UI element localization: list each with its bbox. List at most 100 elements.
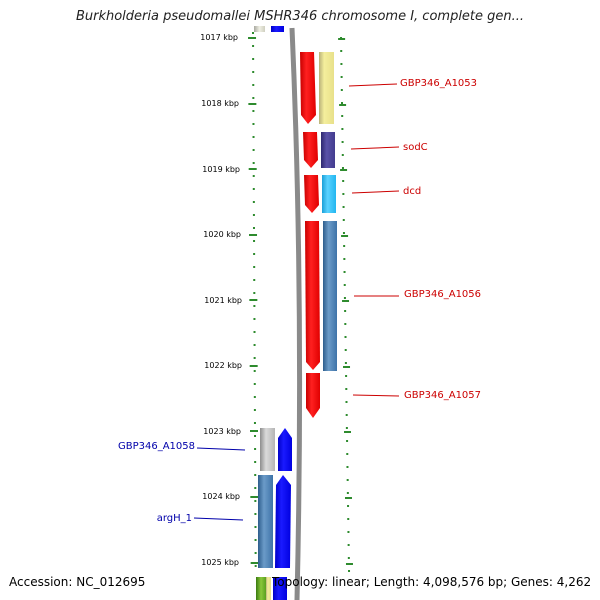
ruler-tick: [253, 253, 256, 255]
ruler-tick: [342, 206, 345, 208]
ruler-tick: [343, 258, 346, 260]
ruler-tick: [253, 331, 256, 333]
ruler-tick: [253, 318, 256, 320]
gene-arrow-argH_1: [275, 475, 291, 568]
ruler-tick: [344, 362, 347, 364]
ruler-tick: [340, 169, 348, 171]
ruler-tick: [249, 365, 258, 367]
ruler-tick: [253, 396, 256, 398]
gene-label-GBP346_A1053[interactable]: GBP346_A1053: [400, 78, 477, 89]
ruler-tick: [248, 103, 257, 105]
ruler-tick: [252, 188, 255, 190]
ruler-tick: [254, 552, 257, 554]
ruler-label: 1022 kbp: [204, 361, 242, 370]
ruler-tick: [343, 297, 346, 299]
ruler-tick: [340, 63, 343, 65]
gene-label-GBP346_A1056[interactable]: GBP346_A1056: [404, 289, 481, 300]
ruler-tick: [252, 97, 255, 99]
ruler: [248, 32, 353, 572]
ruler-label: 1023 kbp: [203, 427, 241, 436]
ruler-label: 1024 kbp: [202, 492, 240, 501]
ruler-tick: [252, 136, 255, 138]
ruler-tick: [345, 401, 348, 403]
feature-bottom-green: [256, 577, 266, 600]
gene-arrow-GBP346_A1053: [300, 52, 316, 124]
ruler-tick: [344, 431, 351, 433]
ruler-tick: [347, 557, 350, 559]
ruler-tick: [341, 128, 344, 130]
ruler-label: 1025 kbp: [201, 558, 239, 567]
ruler-tick: [342, 232, 345, 234]
ruler-tick: [253, 383, 256, 385]
ruler-tick: [252, 175, 255, 177]
gene-arrow-dcd: [304, 175, 319, 213]
ruler-tick: [343, 366, 351, 368]
ruler-tick: [248, 37, 257, 39]
gene-arrow-GBP346_A1056: [305, 221, 320, 370]
ruler-tick: [342, 219, 345, 221]
ruler-tick: [254, 435, 257, 437]
ruler-tick: [253, 409, 256, 411]
gene-label-leaders: [193, 83, 400, 521]
ruler-tick: [343, 271, 346, 273]
ruler-tick: [341, 235, 349, 237]
ruler-tick: [348, 570, 351, 572]
ruler-tick: [344, 323, 347, 325]
map-title: Burkholderia pseudomallei MSHR346 chromo…: [75, 9, 525, 24]
ruler-tick: [250, 430, 258, 432]
ruler-tick: [253, 240, 256, 242]
ruler-tick: [252, 214, 255, 216]
feature-bottom-yellow: [266, 577, 271, 600]
ruler-tick: [252, 32, 255, 34]
ruler-tick: [252, 58, 255, 60]
ruler-tick: [254, 474, 257, 476]
ruler-tick: [347, 544, 350, 546]
feature-bottom-blue: [273, 577, 287, 600]
ruler-label: 1018 kbp: [201, 99, 239, 108]
gene-arrow-GBP346_A1058: [278, 428, 292, 471]
ruler-tick: [344, 497, 352, 499]
gene-category-GBP346_A1058: [260, 428, 275, 471]
gene-category-GBP346_A1053: [319, 52, 334, 124]
ruler-tick: [252, 162, 255, 164]
sequence-backbone: [289, 27, 303, 600]
gene-arrow-GBP346_A1057: [306, 373, 320, 418]
ruler-tick: [252, 123, 255, 125]
ruler-tick: [343, 284, 346, 286]
ruler-tick: [249, 234, 258, 236]
ruler-tick: [341, 102, 344, 104]
gene-label-dcd[interactable]: dcd: [403, 186, 421, 197]
ruler-tick: [253, 370, 256, 372]
ruler-tick: [253, 357, 256, 359]
feature-top-pale: [254, 26, 265, 32]
gene-label-argH_1[interactable]: argH_1: [157, 513, 192, 524]
gene-label-sodC[interactable]: sodC: [403, 142, 428, 153]
ruler-tick: [343, 245, 346, 247]
ruler-label: 1017 kbp: [200, 33, 238, 42]
ruler-tick: [254, 513, 257, 515]
ruler-label: 1021 kbp: [204, 296, 242, 305]
ruler-tick: [346, 466, 349, 468]
ruler-tick: [345, 375, 348, 377]
ruler-tick: [347, 518, 350, 520]
ruler-tick: [341, 154, 344, 156]
ruler-tick: [253, 266, 256, 268]
ruler-tick: [340, 50, 343, 52]
ruler-tick: [345, 427, 348, 429]
gene-category-GBP346_A1056: [323, 221, 337, 371]
gene-label-GBP346_A1057[interactable]: GBP346_A1057: [404, 390, 481, 401]
gene-arrow-sodC: [303, 132, 318, 168]
ruler-tick: [346, 479, 349, 481]
ruler-tick: [252, 227, 255, 229]
ruler-tick: [340, 89, 343, 91]
gene-label-GBP346_A1058[interactable]: GBP346_A1058: [118, 441, 195, 452]
accession-text: Accession: NC_012695: [9, 575, 146, 589]
ruler-tick: [340, 76, 343, 78]
ruler-tick: [252, 110, 255, 112]
ruler-tick: [254, 565, 257, 567]
ruler-label: 1020 kbp: [203, 230, 241, 239]
ruler-tick: [252, 84, 255, 86]
ruler-tick: [254, 526, 257, 528]
ruler-tick: [347, 505, 350, 507]
